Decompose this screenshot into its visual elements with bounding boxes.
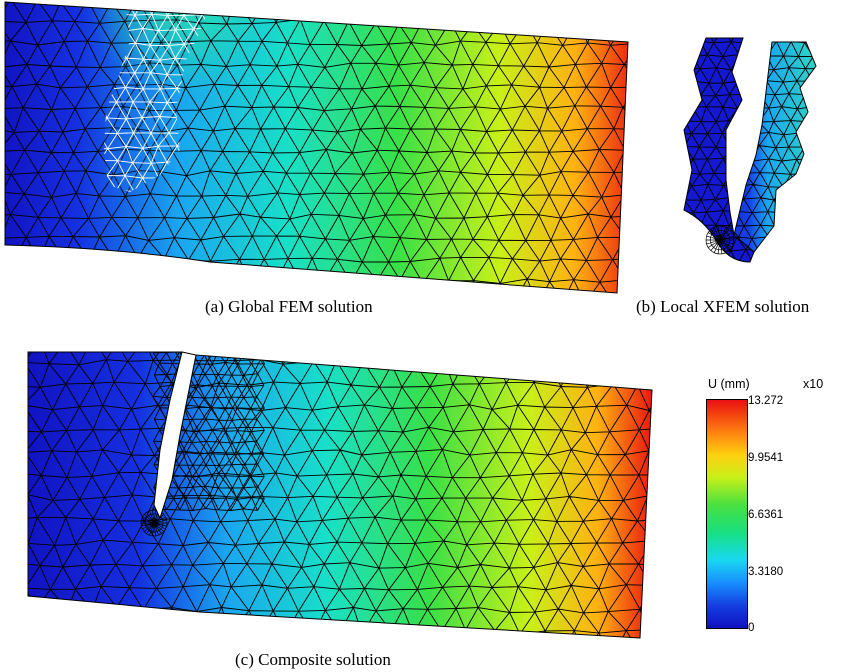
global-fem-plot	[4, 1, 629, 294]
composite-panel	[0, 340, 660, 640]
colorbar-multiplier: x10	[803, 377, 824, 391]
crack-opening	[153, 351, 197, 520]
colorbar-title: U (mm)	[708, 377, 750, 391]
colorbar-tick-1: 9.9541	[748, 452, 784, 464]
caption-b: (b) Local XFEM solution	[636, 297, 810, 316]
composite-mesh	[28, 352, 652, 638]
local-xfem-mesh	[683, 37, 817, 263]
colorbar	[706, 399, 748, 629]
colorbar-tick-4: 0	[748, 622, 755, 634]
colorbar-tick-3: 3.3180	[748, 566, 784, 578]
caption-a: (a) Global FEM solution	[205, 297, 373, 316]
composite-field	[28, 352, 652, 638]
local-xfem-plot	[683, 37, 817, 263]
global-fem-panel	[0, 0, 640, 295]
colorbar-tick-0: 13.272	[748, 395, 784, 407]
colorbar-tick-2: 6.6361	[748, 509, 784, 521]
local-xfem-panel	[670, 30, 830, 290]
caption-c: (c) Composite solution	[235, 650, 391, 669]
composite-plot	[27, 351, 653, 639]
